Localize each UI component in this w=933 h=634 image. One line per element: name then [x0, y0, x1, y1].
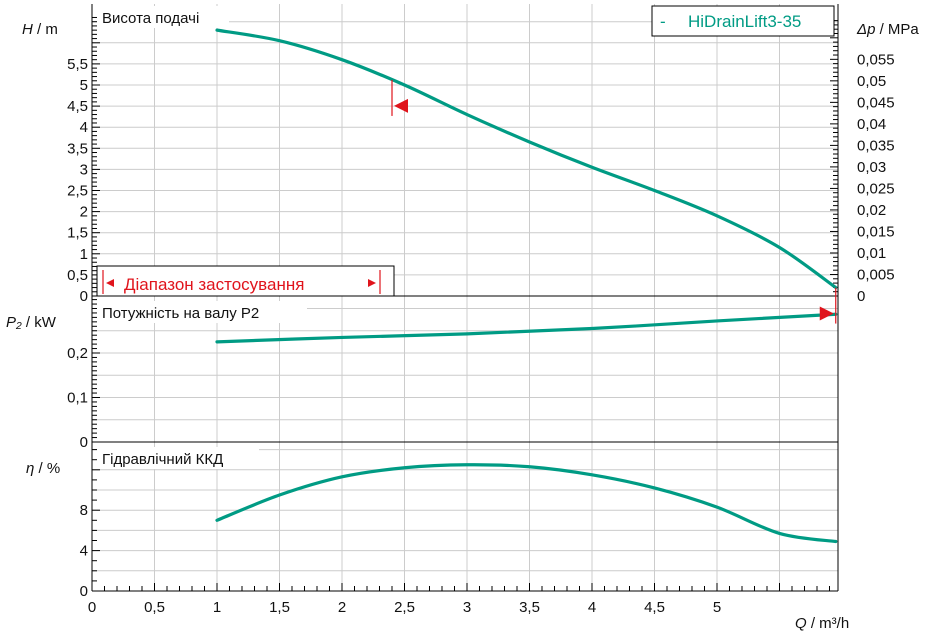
x-tick-label: 5 — [713, 599, 721, 616]
y1-tick-label: 1 — [80, 246, 88, 263]
y1-tick-label: 3 — [80, 161, 88, 178]
legend-box — [651, 5, 835, 37]
y2-right-tick-label: 0,055 — [857, 51, 895, 68]
y1-axis-label: H / m — [22, 21, 58, 38]
y3-tick-label: 4 — [80, 543, 88, 560]
y1-tick-label: 0 — [80, 288, 88, 305]
y2-tick-label: 0,1 — [67, 390, 88, 407]
y2-right-tick-label: 0,05 — [857, 73, 886, 90]
y1-tick-label: 2,5 — [67, 183, 88, 200]
legend-label: HiDrainLift3-35 — [688, 12, 801, 31]
curve-line — [215, 312, 838, 344]
x-tick-label: 4,5 — [644, 599, 665, 616]
y2-tick-label: 0 — [80, 434, 88, 451]
grid-lines — [92, 4, 838, 591]
y1-tick-label: 2 — [80, 204, 88, 221]
y3-tick-label: 0 — [80, 583, 88, 600]
y3-tick-label: 8 — [80, 502, 88, 519]
y2-tick-label: 0,2 — [67, 345, 88, 362]
panel1-title-box — [97, 6, 229, 28]
x-tick-label: 3,5 — [519, 599, 540, 616]
y1-tick-label: 5 — [80, 77, 88, 94]
y2-right-tick-label: 0,01 — [857, 245, 886, 262]
y2-right-tick-label: 0,035 — [857, 137, 895, 154]
x-tick-label: 2,5 — [394, 599, 415, 616]
range-right-arrow — [368, 279, 376, 287]
curve-line — [215, 28, 838, 290]
axes — [91, 4, 839, 592]
x-tick-label: 4 — [588, 599, 596, 616]
y2-right-tick-label: 0,045 — [857, 94, 895, 111]
y2-right-tick-label: 0,02 — [857, 202, 886, 219]
x-tick-label: 1 — [213, 599, 221, 616]
x-tick-label: 3 — [463, 599, 471, 616]
y1-tick-label: 5,5 — [67, 56, 88, 73]
range-start-arrow — [394, 98, 408, 113]
panel2-title: Потужність на валу P2 — [102, 305, 259, 322]
y2-right-tick-label: 0,005 — [857, 266, 895, 283]
tick-labels: 0 0,5 1 1,5 2 2,5 3 3,5 4 4,5 5 5,5 0 0,005 0,01 0,015 0… — [67, 51, 894, 616]
y2-right-tick-label: 0 — [857, 288, 865, 305]
range-end-arrow — [819, 306, 834, 321]
y1-tick-label: 0,5 — [67, 267, 88, 284]
panel3-title-box — [97, 447, 259, 469]
y1-tick-label: 3,5 — [67, 140, 88, 157]
y2-right-tick-label: 0,015 — [857, 223, 895, 240]
curves — [215, 28, 838, 544]
range-left-arrow — [106, 279, 114, 287]
y3-axis-label: η / % — [26, 460, 60, 477]
y2-right-tick-label: 0,03 — [857, 159, 886, 176]
overlay: Висота подачі Потужність на валу P2 Гідр… — [6, 5, 919, 632]
legend-dash: - — [660, 12, 666, 31]
range-box — [96, 265, 395, 297]
x-tick-label: 2 — [338, 599, 346, 616]
x-tick-label: 0 — [88, 599, 96, 616]
range-label: Діапазон застосування — [124, 275, 304, 294]
curve-line — [215, 463, 838, 544]
panel1-title: Висота подачі — [102, 10, 199, 27]
y2-right-tick-label: 0,025 — [857, 180, 895, 197]
x-tick-label: 1,5 — [269, 599, 290, 616]
y1-tick-label: 4 — [80, 119, 88, 136]
y1-tick-label: 1,5 — [67, 225, 88, 242]
y2-right-tick-label: 0,04 — [857, 116, 886, 133]
y1-right-axis-label: Δp / MPa — [856, 21, 919, 38]
x-tick-label: 0,5 — [144, 599, 165, 616]
y1-tick-label: 4,5 — [67, 98, 88, 115]
panel2-title-box — [97, 301, 307, 323]
tick-marks — [91, 16, 838, 592]
x-axis-label: Q / m³/h — [795, 615, 849, 632]
panel3-title: Гідравлічний ККД — [102, 451, 223, 468]
y2-axis-label: P₂ / kW — [6, 314, 57, 331]
